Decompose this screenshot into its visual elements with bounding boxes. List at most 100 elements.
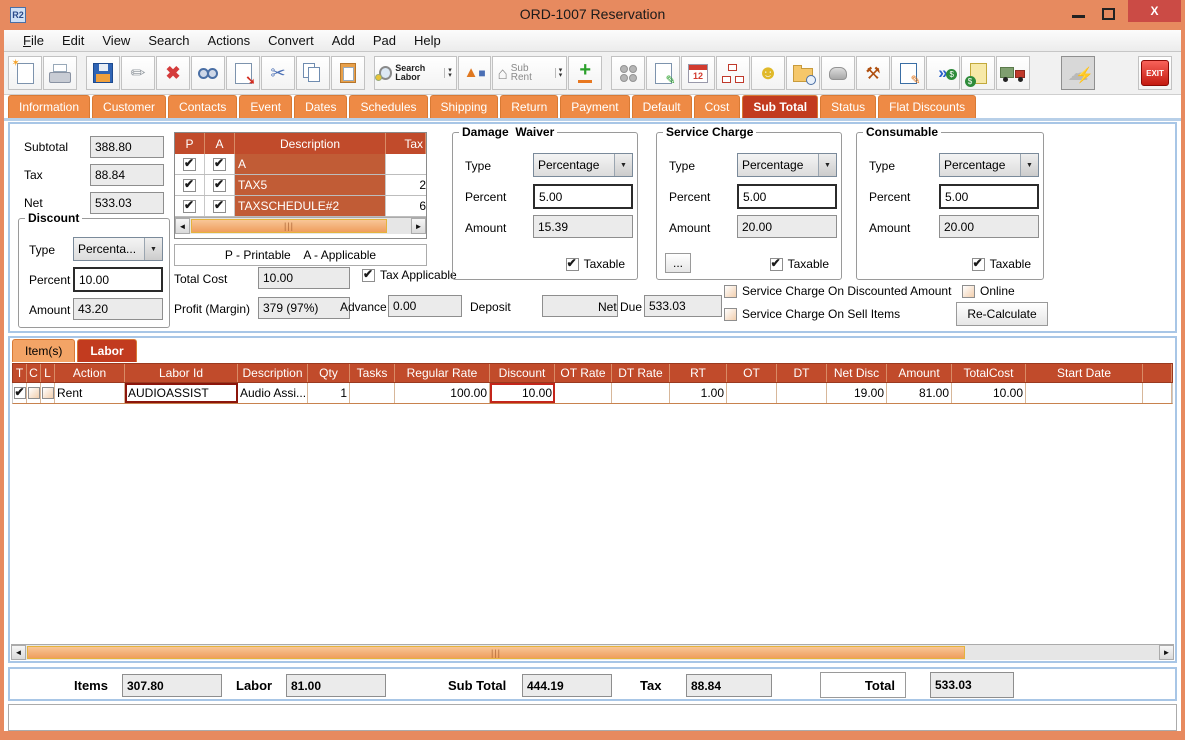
tax-value-cell[interactable]: 2 — [419, 178, 426, 192]
tax-value-cell[interactable] — [386, 154, 426, 174]
menu-add[interactable]: Add — [331, 33, 355, 48]
menu-view[interactable]: View — [102, 33, 131, 48]
tab-payment[interactable]: Payment — [560, 95, 630, 118]
calendar-button[interactable]: 12 — [681, 56, 715, 90]
copy-button[interactable] — [296, 56, 330, 90]
tab-customer[interactable]: Customer — [92, 95, 167, 118]
tab-event[interactable]: Event — [239, 95, 293, 118]
find-binoculars-button[interactable] — [191, 56, 225, 90]
labor-col-ot[interactable]: OT — [727, 364, 777, 382]
tax-applicable-checkbox[interactable] — [362, 267, 375, 282]
tax-value-cell[interactable]: 6 — [419, 199, 426, 213]
tab-dates[interactable]: Dates — [294, 95, 348, 118]
labor-col-labor-id[interactable]: Labor Id — [125, 364, 238, 382]
menu-convert[interactable]: Convert — [268, 33, 314, 48]
sc-type-select[interactable]: Percentage — [737, 153, 837, 177]
labor-col-l[interactable]: L — [41, 364, 55, 382]
tax-description-cell[interactable]: TAX5 — [235, 175, 386, 195]
labor-col-discount[interactable]: Discount — [490, 364, 555, 382]
tab-flat-discounts[interactable]: Flat Discounts — [878, 95, 977, 118]
notes-edit-button[interactable]: ✎ — [646, 56, 680, 90]
labor-cell-net-disc[interactable]: 19.00 — [827, 383, 887, 403]
menu-search[interactable]: Search — [148, 33, 190, 48]
labor-col-t[interactable]: T — [13, 364, 27, 382]
exit-button[interactable]: EXIT — [1138, 56, 1172, 90]
worker-tools-button[interactable]: ⚒ — [856, 56, 890, 90]
tab-sub-total[interactable]: Sub Total — [742, 95, 819, 118]
a-checkbox[interactable] — [213, 177, 226, 192]
cons-type-select[interactable]: Percentage — [939, 153, 1039, 177]
scroll-right-icon[interactable]: ► — [1159, 645, 1174, 660]
notes-dollar-button[interactable]: $ — [961, 56, 995, 90]
quote-lightning-button[interactable]: ☁ ⚡ — [1061, 56, 1095, 90]
tab-information[interactable]: Information — [8, 95, 91, 118]
labor-col-action[interactable]: Action — [55, 364, 125, 382]
a-checkbox[interactable] — [213, 198, 226, 213]
chevron-down-icon[interactable] — [1020, 154, 1038, 176]
tax-row[interactable]: TAX5 2 — [175, 175, 426, 196]
print-button[interactable] — [43, 56, 77, 90]
edit-document-button[interactable]: ✎ — [891, 56, 925, 90]
labor-col-ot-rate[interactable]: OT Rate — [555, 364, 612, 382]
dw-type-select[interactable]: Percentage — [533, 153, 633, 177]
p-checkbox[interactable] — [183, 198, 196, 213]
edit-pencil-button[interactable]: ✏ — [121, 56, 155, 90]
tab-status[interactable]: Status — [820, 95, 877, 118]
tab-cost[interactable]: Cost — [693, 95, 741, 118]
labor-cell-discount[interactable]: 10.00 — [490, 383, 555, 403]
p-checkbox[interactable] — [183, 156, 196, 171]
labor-cell-rt[interactable]: 1.00 — [670, 383, 727, 403]
discount-type-select[interactable]: Percenta... — [73, 237, 163, 261]
scrollbar-thumb[interactable]: ||| — [191, 219, 387, 233]
labor-cell-dt-rate[interactable] — [612, 383, 670, 403]
menu-edit[interactable]: Edit — [61, 33, 85, 48]
p-checkbox[interactable] — [183, 177, 196, 192]
labor-cell-labor-id[interactable]: AUDIOASSIST — [125, 383, 238, 403]
add-item-button[interactable]: + — [568, 56, 602, 90]
cons-percent-input[interactable]: 5.00 — [939, 184, 1039, 209]
send-document-button[interactable]: ➘ — [226, 56, 260, 90]
tax-row[interactable]: A — [175, 154, 426, 175]
labor-cell-filler[interactable] — [1143, 383, 1172, 403]
menu-actions[interactable]: Actions — [207, 33, 251, 48]
labor-cell-totalcost[interactable]: 10.00 — [952, 383, 1026, 403]
tab-schedules[interactable]: Schedules — [349, 95, 428, 118]
chevron-down-icon[interactable] — [818, 154, 836, 176]
labor-cell-regular-rate[interactable]: 100.00 — [395, 383, 490, 403]
labor-col-start-date[interactable]: Start Date — [1026, 364, 1143, 382]
sc-discounted-checkbox[interactable] — [724, 284, 737, 298]
labor-cell-start-date[interactable] — [1026, 383, 1143, 403]
labor-cell-tasks[interactable] — [350, 383, 395, 403]
scroll-left-icon[interactable]: ◄ — [175, 218, 190, 234]
labor-cell-ot[interactable] — [727, 383, 777, 403]
chevron-down-icon[interactable] — [144, 238, 162, 260]
tax-row[interactable]: TAXSCHEDULE#2 6 — [175, 196, 426, 217]
labor-cell-action[interactable]: Rent — [55, 383, 125, 403]
dw-taxable-checkbox[interactable] — [565, 256, 579, 271]
split-arrows-icon[interactable]: ▾ ▾ — [444, 67, 452, 79]
labor-col-rt[interactable]: RT — [670, 364, 727, 382]
forward-dollar-button[interactable]: » $ — [926, 56, 960, 90]
recalculate-button[interactable]: Re-Calculate — [956, 302, 1048, 326]
c-checkbox[interactable] — [27, 387, 40, 399]
labor-col-dt[interactable]: DT — [777, 364, 827, 382]
smiley-button[interactable]: ☻ — [751, 56, 785, 90]
tax-table-scrollbar[interactable]: ◄ ► ||| — [175, 217, 426, 234]
stone-button[interactable] — [821, 56, 855, 90]
dw-percent-input[interactable]: 5.00 — [533, 184, 633, 209]
truck-button[interactable] — [996, 56, 1030, 90]
save-button[interactable] — [86, 56, 120, 90]
online-checkbox[interactable] — [962, 284, 975, 298]
horizontal-scrollbar[interactable]: ◄ ► ||| — [11, 644, 1174, 660]
labor-col-tasks[interactable]: Tasks — [350, 364, 395, 382]
scrollbar-thumb[interactable]: ||| — [27, 646, 965, 659]
discount-percent-input[interactable]: 10.00 — [73, 267, 163, 292]
labor-col-description[interactable]: Description — [238, 364, 308, 382]
labor-cell-dt[interactable] — [777, 383, 827, 403]
detail-tab-item-s[interactable]: Item(s) — [12, 339, 76, 362]
menu-pad[interactable]: Pad — [372, 33, 396, 48]
sc-taxable-checkbox[interactable] — [769, 256, 783, 271]
labor-col-dt-rate[interactable]: DT Rate — [612, 364, 670, 382]
menu-help[interactable]: Help — [413, 33, 441, 48]
labor-col-amount[interactable]: Amount — [887, 364, 952, 382]
